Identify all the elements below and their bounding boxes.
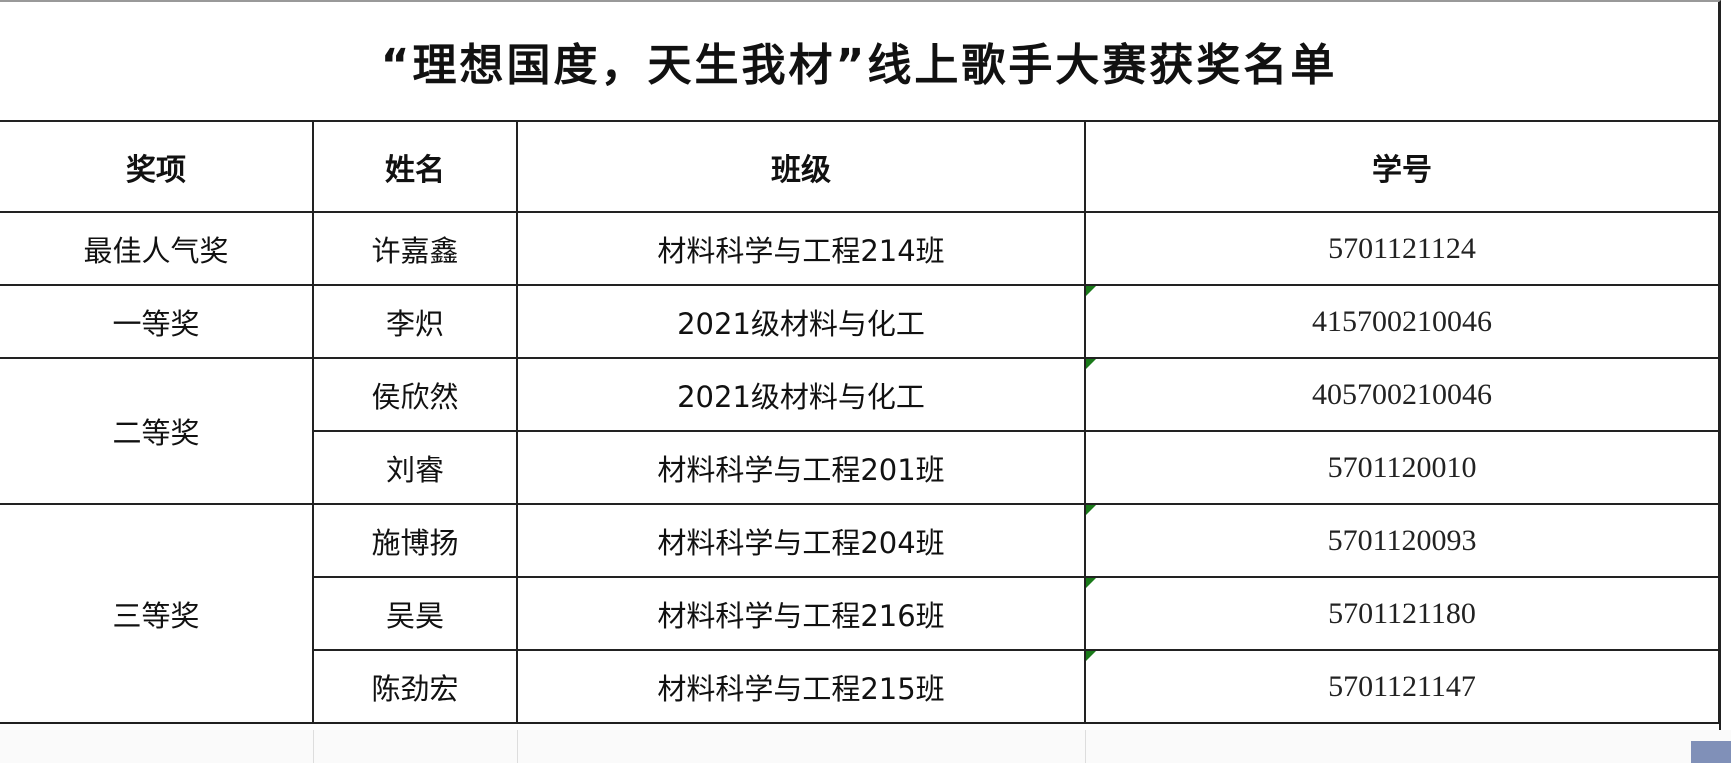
gridline (313, 730, 314, 763)
id-text: 5701121124 (1328, 231, 1476, 265)
class-cell[interactable]: 2021级材料与化工 (516, 357, 1086, 432)
id-text: 5701120093 (1327, 523, 1477, 557)
class-cell[interactable]: 材料科学与工程216班 (516, 576, 1086, 651)
error-flag-icon (1086, 505, 1096, 515)
class-cell[interactable]: 材料科学与工程214班 (516, 211, 1086, 286)
error-flag-icon (1086, 286, 1096, 296)
id-text: 5701121147 (1328, 669, 1476, 703)
id-text: 415700210046 (1312, 304, 1493, 338)
id-cell[interactable]: 415700210046 (1083, 284, 1721, 359)
header-class[interactable]: 班级 (516, 120, 1086, 213)
id-cell[interactable]: 5701120010 (1083, 430, 1721, 505)
award-cell[interactable]: 三等奖 (0, 503, 314, 724)
error-flag-icon (1086, 651, 1096, 661)
table-row: 二等奖 侯欣然 2021级材料与化工 405700210046 (0, 357, 1721, 505)
class-cell[interactable]: 2021级材料与化工 (516, 284, 1086, 359)
class-cell[interactable]: 材料科学与工程201班 (516, 430, 1086, 505)
id-cell[interactable]: 5701121124 (1083, 211, 1721, 286)
award-table: “理想国度，天生我材”线上歌手大赛获奖名单 奖项 姓名 班级 学号 最佳人气奖 … (0, 2, 1721, 724)
header-row: 奖项 姓名 班级 学号 (0, 120, 1721, 213)
id-cell[interactable]: 5701121180 (1083, 576, 1721, 651)
name-cell[interactable]: 刘睿 (312, 430, 518, 505)
award-cell[interactable]: 一等奖 (0, 284, 314, 359)
header-id[interactable]: 学号 (1083, 120, 1721, 213)
name-cell[interactable]: 侯欣然 (312, 357, 518, 432)
id-text: 5701120010 (1327, 450, 1477, 484)
name-cell[interactable]: 施博扬 (312, 503, 518, 578)
empty-grid-area (0, 730, 1731, 763)
class-cell[interactable]: 材料科学与工程204班 (516, 503, 1086, 578)
spreadsheet: “理想国度，天生我材”线上歌手大赛获奖名单 奖项 姓名 班级 学号 最佳人气奖 … (0, 0, 1721, 730)
id-text: 405700210046 (1312, 377, 1493, 411)
table-row: 吴昊 材料科学与工程216班 5701121180 (0, 576, 1721, 651)
id-cell[interactable]: 5701120093 (1083, 503, 1721, 578)
id-cell[interactable]: 405700210046 (1083, 357, 1721, 432)
table-row: 最佳人气奖 许嘉鑫 材料科学与工程214班 5701121124 (0, 211, 1721, 286)
table-row: 一等奖 李炽 2021级材料与化工 415700210046 (0, 284, 1721, 359)
name-cell[interactable]: 吴昊 (312, 576, 518, 651)
award-cell[interactable]: 二等奖 (0, 357, 314, 505)
error-flag-icon (1086, 359, 1096, 369)
name-cell[interactable]: 陈劲宏 (312, 649, 518, 724)
gridline (517, 730, 518, 763)
header-name[interactable]: 姓名 (312, 120, 518, 213)
name-cell[interactable]: 李炽 (312, 284, 518, 359)
id-text: 5701121180 (1328, 596, 1476, 630)
table-row: 刘睿 材料科学与工程201班 5701120010 (0, 430, 1721, 505)
scroll-corner[interactable] (1691, 741, 1731, 763)
name-cell[interactable]: 许嘉鑫 (312, 211, 518, 286)
header-award[interactable]: 奖项 (0, 120, 314, 213)
award-cell[interactable]: 最佳人气奖 (0, 211, 314, 286)
class-cell[interactable]: 材料科学与工程215班 (516, 649, 1086, 724)
error-flag-icon (1086, 578, 1096, 588)
table-row: 三等奖 施博扬 材料科学与工程204班 5701120093 (0, 503, 1721, 724)
table-row: 陈劲宏 材料科学与工程215班 5701121147 (0, 649, 1721, 724)
gridline (1085, 730, 1086, 763)
table-title[interactable]: “理想国度，天生我材”线上歌手大赛获奖名单 (0, 2, 1721, 122)
id-cell[interactable]: 5701121147 (1083, 649, 1721, 724)
